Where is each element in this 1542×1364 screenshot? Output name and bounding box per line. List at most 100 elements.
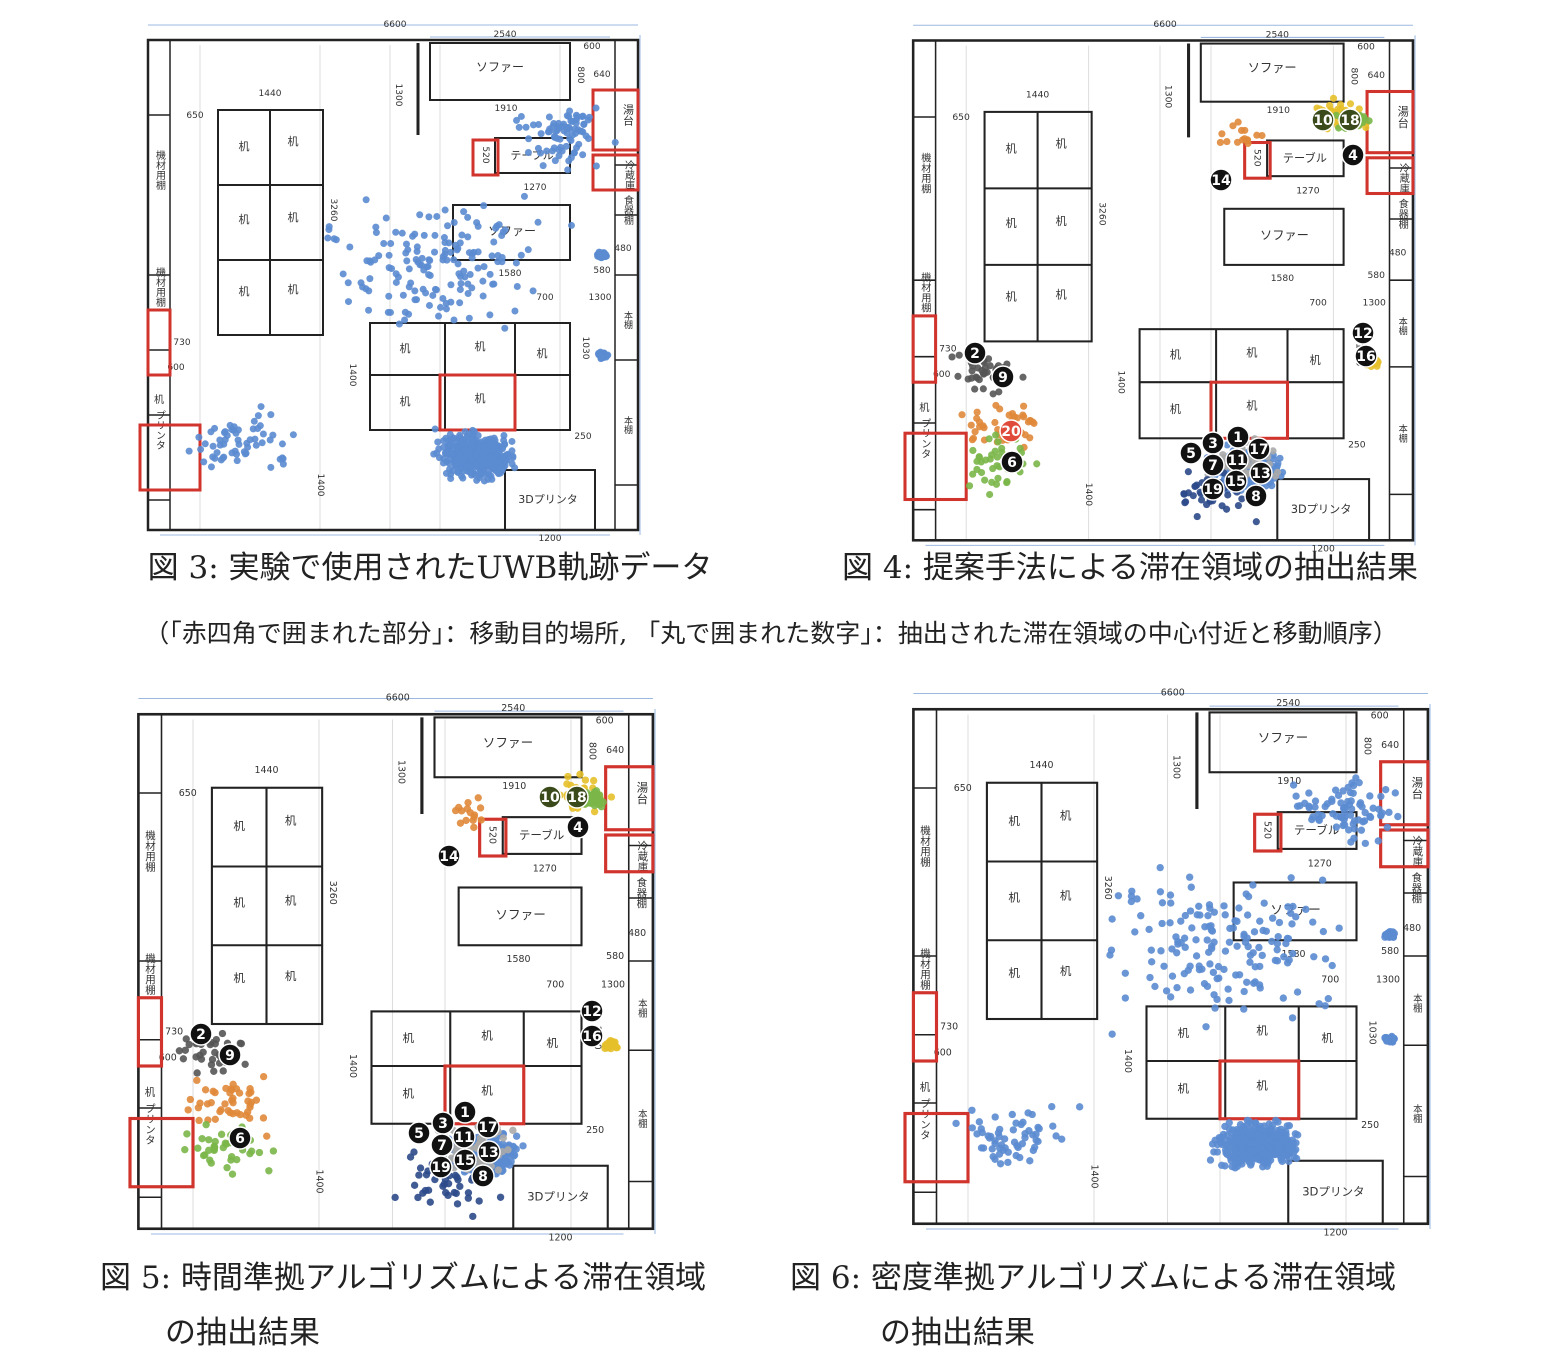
room-label-vertical: 1030 bbox=[580, 337, 590, 360]
trajectory-point bbox=[607, 1042, 615, 1050]
room-label-vertical: 湯台 bbox=[622, 104, 635, 126]
trajectory-point bbox=[1220, 902, 1228, 910]
trajectory-point bbox=[1315, 1000, 1323, 1008]
trajectory-point bbox=[1394, 812, 1402, 821]
trajectory-point bbox=[231, 447, 239, 455]
trajectory-point bbox=[1347, 805, 1356, 813]
trajectory-point bbox=[198, 1135, 206, 1143]
trajectory-point bbox=[183, 1130, 191, 1138]
trajectory-point bbox=[1302, 905, 1310, 914]
stay-marker bbox=[476, 1115, 500, 1139]
trajectory-point bbox=[468, 435, 476, 443]
trajectory-point bbox=[259, 1072, 268, 1081]
trajectory-point bbox=[1005, 411, 1013, 419]
stay-marker-label: 18 bbox=[1340, 113, 1359, 129]
trajectory-point bbox=[1184, 468, 1192, 476]
trajectory-point bbox=[571, 125, 579, 133]
trajectory-point bbox=[1240, 987, 1248, 996]
room-label-vertical: 湯台 bbox=[1410, 776, 1424, 799]
stay-marker-label: 10 bbox=[1313, 113, 1333, 129]
trajectory-point bbox=[1361, 839, 1370, 848]
room-label-vertical: 1400 bbox=[347, 1054, 358, 1078]
trajectory-point bbox=[464, 213, 472, 221]
room-label: 650 bbox=[952, 112, 970, 123]
trajectory-point bbox=[468, 284, 476, 292]
trajectory-point bbox=[512, 259, 520, 267]
stay-marker bbox=[1179, 441, 1203, 465]
room-label: 机 bbox=[1177, 1026, 1189, 1040]
trajectory-point bbox=[210, 1067, 218, 1075]
trajectory-point bbox=[1244, 892, 1253, 901]
room-label: 250 bbox=[586, 1125, 604, 1136]
trajectory-point bbox=[964, 375, 972, 383]
trajectory-point bbox=[969, 470, 977, 478]
trajectory-point bbox=[511, 307, 519, 315]
stay-marker bbox=[1224, 469, 1248, 493]
trajectory-point bbox=[975, 453, 983, 461]
trajectory-point bbox=[977, 468, 986, 477]
stay-marker bbox=[565, 785, 589, 809]
trajectory-point bbox=[1188, 924, 1196, 932]
trajectory-point bbox=[179, 1055, 188, 1063]
trajectory-point bbox=[1184, 489, 1193, 497]
room-label: 1270 bbox=[524, 183, 547, 193]
trajectory-point bbox=[392, 270, 400, 278]
trajectory-point bbox=[1391, 789, 1399, 797]
room-label: 机 bbox=[1060, 888, 1072, 902]
trajectory-point bbox=[1247, 1159, 1255, 1167]
wall bbox=[1208, 711, 1358, 774]
trajectory-point bbox=[447, 248, 455, 256]
trajectory-point bbox=[1275, 918, 1284, 927]
trajectory-point bbox=[484, 475, 492, 483]
stay-marker-label: 1 bbox=[1233, 430, 1243, 446]
trajectory-point bbox=[1305, 802, 1313, 810]
room-label: 1440 bbox=[254, 765, 278, 776]
room-label: 1910 bbox=[1277, 776, 1301, 787]
target-box bbox=[138, 423, 202, 492]
room-label-vertical: プリンタ bbox=[919, 418, 931, 459]
trajectory-point bbox=[228, 1170, 237, 1178]
trajectory-point bbox=[1315, 816, 1323, 825]
trajectory-point bbox=[440, 437, 448, 445]
room-label: 250 bbox=[574, 432, 591, 442]
trajectory-point bbox=[418, 261, 426, 269]
trajectory-point bbox=[1210, 991, 1218, 999]
trajectory-point bbox=[980, 424, 988, 432]
trajectory-point bbox=[1180, 970, 1188, 978]
stay-marker bbox=[580, 999, 604, 1023]
trajectory-point bbox=[223, 1164, 231, 1172]
room-label-vertical: 800 bbox=[1362, 737, 1373, 755]
room-label-vertical: 湯台 bbox=[635, 781, 649, 804]
trajectory-point bbox=[1366, 792, 1374, 800]
trajectory-point bbox=[1265, 1136, 1273, 1144]
trajectory-point bbox=[1365, 117, 1373, 125]
trajectory-point bbox=[564, 166, 572, 174]
room-label: 机 bbox=[475, 339, 486, 353]
trajectory-point bbox=[431, 425, 439, 433]
wall bbox=[1388, 39, 1414, 542]
room-label: 580 bbox=[1367, 270, 1385, 281]
trajectory-point bbox=[1181, 911, 1190, 920]
room-label-vertical: 本棚 bbox=[1411, 993, 1423, 1013]
trajectory-point bbox=[181, 1146, 189, 1154]
trajectory-point bbox=[1268, 482, 1276, 490]
room-label: 2540 bbox=[501, 703, 525, 714]
trajectory-point bbox=[1206, 960, 1214, 968]
trajectory-point bbox=[184, 1106, 192, 1114]
trajectory-point bbox=[524, 246, 532, 254]
room-label: 3Dプリンタ bbox=[1291, 503, 1352, 516]
trajectory-point bbox=[1121, 969, 1129, 977]
room-label: ソファー bbox=[1248, 61, 1297, 75]
stay-marker bbox=[1000, 450, 1024, 474]
room-label-vertical: プリンタ bbox=[154, 410, 166, 450]
trajectory-point bbox=[197, 1055, 206, 1063]
trajectory-point bbox=[1192, 952, 1201, 960]
trajectory-point bbox=[445, 459, 453, 467]
room-label: 机 bbox=[1321, 1031, 1333, 1045]
trajectory-point bbox=[604, 351, 612, 359]
trajectory-point bbox=[1268, 937, 1276, 946]
room-label: 机 bbox=[537, 346, 548, 360]
trajectory-point bbox=[431, 231, 439, 239]
trajectory-point bbox=[451, 806, 460, 815]
